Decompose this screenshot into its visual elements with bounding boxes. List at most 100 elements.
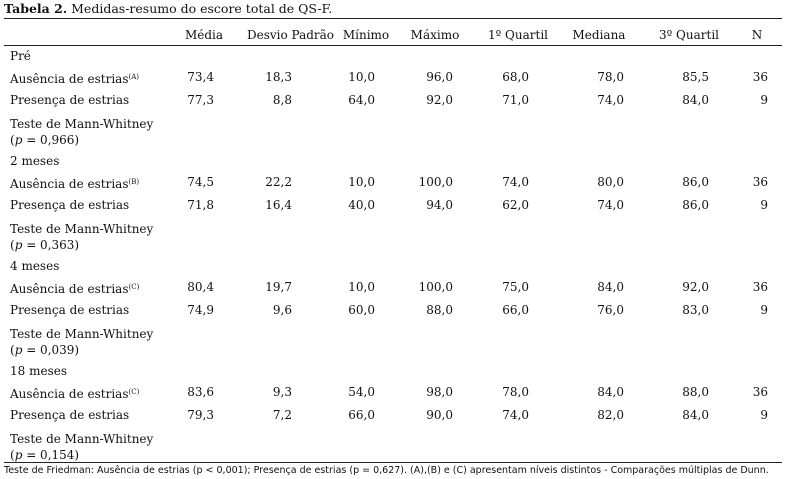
table-cell: 66,0: [348, 408, 375, 422]
table-title: Medidas-resumo do escore total de QS-F.: [67, 1, 333, 16]
table-cell: 84,0: [597, 280, 624, 294]
row-label-superscript: (C): [128, 283, 140, 291]
table-cell: 9: [760, 303, 768, 317]
table-cell: 19,7: [265, 280, 292, 294]
table-cell: 86,0: [682, 198, 709, 212]
table-cell: 80,4: [187, 280, 214, 294]
row-label: Ausência de estrias(A): [10, 69, 139, 87]
table-cell: 79,3: [187, 408, 214, 422]
test-name: Teste de Mann-Whitney: [10, 432, 154, 446]
group-title-row: Pré: [4, 48, 782, 66]
table-cell: 92,0: [426, 93, 453, 107]
row-label: Ausência de estrias(C): [10, 279, 139, 297]
row-label-text: Presença de estrias: [10, 93, 130, 107]
row-label: Ausência de estrias(C): [10, 384, 139, 402]
table-cell: 83,6: [187, 385, 214, 399]
table-cell: 8,8: [272, 93, 292, 107]
row-label-text: Presença de estrias: [10, 303, 130, 317]
p-value-text: = 0,154): [22, 448, 80, 462]
column-header: Mediana: [572, 28, 626, 42]
table-cell: 76,0: [597, 303, 624, 317]
table-cell: 36: [752, 280, 768, 294]
table-cell: 100,0: [418, 280, 453, 294]
table-cell: 75,0: [502, 280, 529, 294]
test-p-value: (p = 0,154): [10, 448, 80, 462]
table-cell: 82,0: [597, 408, 624, 422]
test-name: Teste de Mann-Whitney: [10, 117, 154, 131]
test-name: Teste de Mann-Whitney: [10, 222, 154, 236]
header-rule: [4, 45, 782, 46]
table-cell: 84,0: [597, 385, 624, 399]
table-row: Presença de estrias 77,3 8,8 64,0 92,0 71,0 74…: [4, 92, 782, 110]
table-cell: 62,0: [502, 198, 529, 212]
table-row: Ausência de estrias(C) 83,6 9,3 54,0 98,0 78,…: [4, 384, 782, 402]
row-label-text: Ausência de estrias: [10, 72, 129, 86]
table-cell: 7,2: [272, 408, 292, 422]
table-cell: 92,0: [682, 280, 709, 294]
test-p-value: (p = 0,039): [10, 343, 80, 357]
table-cell: 78,0: [502, 385, 529, 399]
table-cell: 100,0: [418, 175, 453, 189]
table-cell: 74,5: [187, 175, 214, 189]
column-header: Média: [184, 28, 224, 42]
row-label: Presença de estrias: [10, 302, 129, 318]
table-cell: 9,3: [272, 385, 292, 399]
top-rule: [4, 18, 782, 19]
table-cell: 83,0: [682, 303, 709, 317]
test-row: Teste de Mann-Whitney (p = 0,039): [4, 326, 782, 360]
table-caption: Tabela 2. Medidas-resumo do escore total…: [4, 1, 332, 16]
table-cell: 10,0: [348, 70, 375, 84]
table-cell: 10,0: [348, 280, 375, 294]
table-cell: 66,0: [502, 303, 529, 317]
row-label-text: Presença de estrias: [10, 408, 130, 422]
table-label: Tabela 2.: [4, 1, 68, 16]
column-header: 1º Quartil: [487, 28, 549, 42]
bottom-rule: [4, 462, 782, 463]
p-value-text: = 0,363): [22, 238, 80, 252]
row-label-superscript: (C): [128, 388, 140, 396]
table-cell: 22,2: [265, 175, 292, 189]
table-cell: 18,3: [265, 70, 292, 84]
row-label-superscript: (A): [128, 73, 140, 81]
row-label: Presença de estrias: [10, 92, 129, 108]
table-cell: 74,0: [597, 198, 624, 212]
test-p-value: (p = 0,966): [10, 133, 80, 147]
table-cell: 80,0: [597, 175, 624, 189]
row-label: Presença de estrias: [10, 407, 129, 423]
table-cell: 74,0: [502, 408, 529, 422]
table-cell: 36: [752, 385, 768, 399]
table-cell: 84,0: [682, 408, 709, 422]
table-row: Presença de estrias 71,8 16,4 40,0 94,0 62,0 7…: [4, 197, 782, 215]
group-title: 2 meses: [10, 154, 60, 168]
group-title: Pré: [10, 49, 31, 63]
table-cell: 88,0: [682, 385, 709, 399]
table-cell: 36: [752, 175, 768, 189]
p-symbol: p: [14, 238, 23, 252]
table-cell: 60,0: [348, 303, 375, 317]
table-cell: 98,0: [426, 385, 453, 399]
column-header: N: [751, 28, 763, 42]
table-cell: 86,0: [682, 175, 709, 189]
row-label-text: Ausência de estrias: [10, 387, 129, 401]
table-cell: 77,3: [187, 93, 214, 107]
test-name: Teste de Mann-Whitney: [10, 327, 154, 341]
table-row: Presença de estrias 74,9 9,6 60,0 88,0 66,0 76…: [4, 302, 782, 320]
table-cell: 88,0: [426, 303, 453, 317]
column-header: Mínimo: [342, 28, 390, 42]
group-title: 4 meses: [10, 259, 60, 273]
table-cell: 78,0: [597, 70, 624, 84]
table-cell: 94,0: [426, 198, 453, 212]
test-p-value: (p = 0,363): [10, 238, 80, 252]
group-title: 18 meses: [10, 364, 67, 378]
table-cell: 54,0: [348, 385, 375, 399]
table-cell: 71,8: [187, 198, 214, 212]
table-cell: 73,4: [187, 70, 214, 84]
group-title-row: 4 meses: [4, 258, 782, 276]
table-row: Ausência de estrias(C) 80,4 19,7 10,0 100,0 7…: [4, 279, 782, 297]
footnote: Teste de Friedman: Ausência de estrias (…: [4, 465, 769, 476]
group-title-row: 18 meses: [4, 363, 782, 381]
table-cell: 40,0: [348, 198, 375, 212]
row-label: Ausência de estrias(B): [10, 174, 139, 192]
test-row: Teste de Mann-Whitney (p = 0,154): [4, 431, 782, 465]
header-row: Média Desvio Padrão Mínimo Máximo 1º Quartil…: [4, 27, 782, 45]
